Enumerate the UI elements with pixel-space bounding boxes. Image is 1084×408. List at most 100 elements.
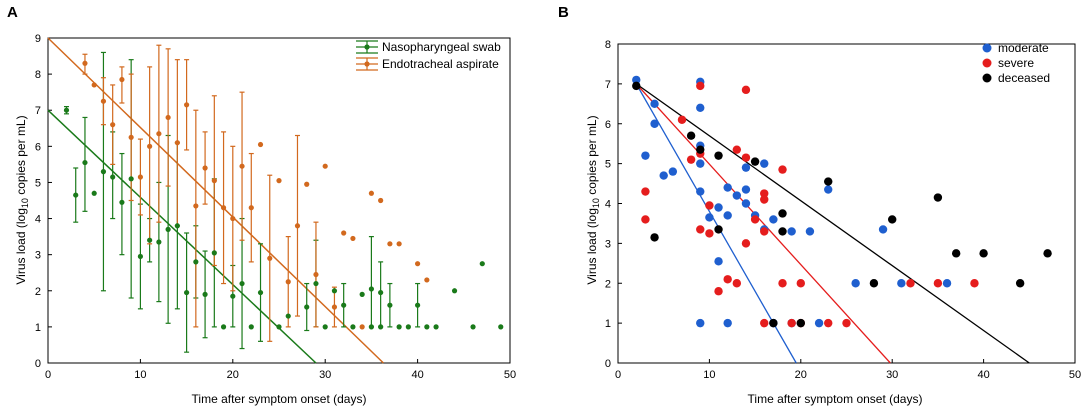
point-nasopharyngeal xyxy=(331,288,338,294)
panel-a-y-tick-label: 3 xyxy=(35,250,41,262)
panel-a-error-bars xyxy=(63,44,421,353)
point-moderate xyxy=(723,211,732,220)
panel-b-x-tick-label: 0 xyxy=(615,369,621,381)
panel-b-y-tick-label: 2 xyxy=(605,278,611,290)
point-severe xyxy=(732,279,742,288)
panel-b-y-label: Virus load (log10 copies per mL) xyxy=(585,115,601,284)
point-nasopharyngeal xyxy=(230,293,236,299)
fit-line-deceased xyxy=(635,83,1030,364)
panel-a-x-tick-label: 10 xyxy=(134,369,146,381)
point-severe xyxy=(750,215,760,224)
panel-b-x-tick-label: 40 xyxy=(977,369,989,381)
point-nasopharyngeal xyxy=(359,291,365,297)
point-moderate xyxy=(878,225,888,234)
point-endotracheal xyxy=(165,114,171,121)
point-endotracheal xyxy=(350,235,356,242)
panel-b-points xyxy=(632,75,1052,328)
point-endotracheal xyxy=(239,163,245,169)
point-endotracheal xyxy=(331,304,338,310)
point-severe xyxy=(732,145,742,154)
legend-label-endotracheal: Endotracheal aspirate xyxy=(382,57,499,71)
point-moderate xyxy=(732,191,742,200)
panel-a-points xyxy=(63,60,504,330)
point-moderate xyxy=(641,151,650,160)
panel-a-x-tick-label: 30 xyxy=(319,369,331,381)
point-nasopharyngeal xyxy=(368,286,374,292)
point-nasopharyngeal xyxy=(341,302,347,308)
point-deceased xyxy=(769,318,778,328)
point-nasopharyngeal xyxy=(137,253,143,260)
point-severe xyxy=(641,215,650,224)
point-endotracheal xyxy=(156,131,162,137)
point-nasopharyngeal xyxy=(257,289,264,296)
legend-marker-endotracheal xyxy=(364,61,370,67)
point-moderate xyxy=(723,318,732,328)
legend-label-moderate: moderate xyxy=(998,41,1049,55)
point-nasopharyngeal xyxy=(451,288,458,294)
point-endotracheal xyxy=(387,241,393,247)
point-endotracheal xyxy=(341,230,347,236)
point-deceased xyxy=(951,249,961,258)
point-endotracheal xyxy=(82,60,88,66)
point-moderate xyxy=(696,159,705,168)
point-nasopharyngeal xyxy=(304,304,310,310)
point-severe xyxy=(906,279,915,288)
point-nasopharyngeal xyxy=(350,324,356,330)
point-moderate xyxy=(741,199,751,208)
point-nasopharyngeal xyxy=(276,324,282,330)
panel-b-regression-lines xyxy=(635,83,1030,364)
point-endotracheal xyxy=(257,141,264,148)
panel-b-y-tick-label: 7 xyxy=(605,79,611,91)
point-moderate xyxy=(814,318,824,328)
panel-a-y-tick-label: 4 xyxy=(35,214,41,226)
panel-b-y-tick-label: 8 xyxy=(605,39,611,51)
point-moderate xyxy=(659,171,668,180)
point-nasopharyngeal xyxy=(220,324,227,330)
point-nasopharyngeal xyxy=(91,190,97,196)
point-nasopharyngeal xyxy=(378,324,384,330)
panel-b-y-tick-label: 3 xyxy=(605,238,611,250)
legend-marker-moderate xyxy=(982,43,992,53)
point-endotracheal xyxy=(267,255,273,261)
point-severe xyxy=(760,195,769,204)
point-endotracheal xyxy=(211,178,217,184)
point-endotracheal xyxy=(100,98,107,104)
panel-a-y-tick-label: 7 xyxy=(35,105,41,117)
point-endotracheal xyxy=(248,205,254,211)
point-moderate xyxy=(723,183,732,192)
point-moderate xyxy=(714,203,723,212)
panel-a-x-tick-label: 0 xyxy=(45,369,51,381)
point-moderate xyxy=(632,75,641,85)
point-endotracheal xyxy=(147,143,153,149)
panel-a: A 0 10 20 30 40 50 0 1 2 3 4 5 6 7 8 9 Time after sympt… xyxy=(7,4,516,406)
point-moderate xyxy=(760,159,769,168)
point-severe xyxy=(824,318,833,328)
point-endotracheal xyxy=(119,76,125,83)
point-moderate xyxy=(696,187,705,196)
point-nasopharyngeal xyxy=(415,302,421,308)
point-nasopharyngeal xyxy=(73,192,79,198)
point-nasopharyngeal xyxy=(387,302,393,308)
point-endotracheal xyxy=(220,205,227,211)
panel-b-axes: 0 10 20 30 40 50 0 1 2 3 4 5 6 7 8 xyxy=(605,39,1081,381)
panel-b-x-tick-label: 20 xyxy=(795,369,807,381)
point-moderate xyxy=(787,227,796,236)
point-endotracheal xyxy=(322,163,328,169)
panel-b-x-label: Time after symptom onset (days) xyxy=(748,392,923,406)
point-moderate xyxy=(650,119,659,128)
legend-marker-severe xyxy=(982,58,992,68)
point-nasopharyngeal xyxy=(396,324,402,330)
point-nasopharyngeal xyxy=(156,239,162,245)
panel-b-y-tick-label: 1 xyxy=(605,318,611,330)
point-severe xyxy=(760,189,769,198)
point-severe xyxy=(933,279,943,288)
point-moderate xyxy=(824,185,833,194)
panel-b-y-tick-label: 5 xyxy=(605,159,611,171)
point-nasopharyngeal xyxy=(368,324,374,330)
panel-b-y-tick-label: 6 xyxy=(605,119,611,131)
point-deceased xyxy=(888,215,897,224)
panel-a-legend: Nasopharyngeal swab Endotracheal aspirat… xyxy=(356,40,501,71)
point-severe xyxy=(760,318,769,328)
point-nasopharyngeal xyxy=(211,250,217,256)
panel-b-legend: moderate severe deceased xyxy=(982,41,1050,85)
